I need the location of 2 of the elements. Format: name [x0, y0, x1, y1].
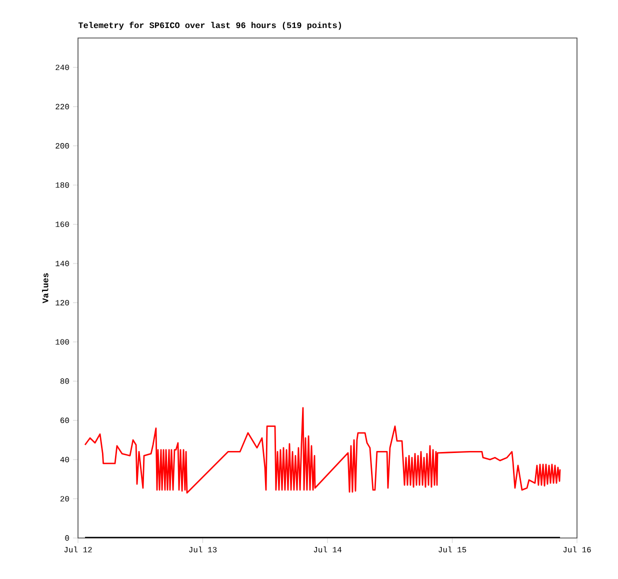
- y-axis-title: Values: [42, 273, 48, 304]
- chart-title: Telemetry for SP6ICO over last 96 hours (519 points): [78, 22, 341, 30]
